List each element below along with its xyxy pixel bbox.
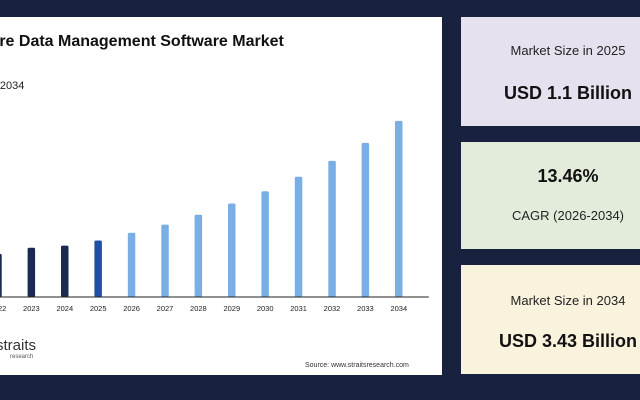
bar-2028 [194, 214, 203, 297]
stat-label: CAGR (2026-2034) [512, 208, 624, 223]
bar-2026 [127, 232, 136, 297]
x-tick-label-2022: 2022 [0, 304, 6, 313]
bar-2024 [61, 245, 69, 297]
brand-sub: research [10, 354, 34, 360]
bar-chart: 2022 2023 2024 2025 2026 2027 2028 2029 2030 2031… [0, 120, 429, 313]
stat-card-cagr: 13.46% CAGR (2026-2034) [461, 142, 640, 249]
bar-2034 [395, 120, 403, 298]
bar-2030 [261, 191, 269, 297]
x-tick-label-2031: 2031 [290, 304, 307, 313]
bar-2022 [0, 253, 2, 297]
stat-card-market-size-2034: Market Size in 2034 USD 3.43 Billion [461, 265, 640, 374]
chart-title: nt-of-Care Data Management Software Mark… [0, 33, 284, 50]
brand-logo: straits research [0, 338, 36, 360]
x-tick-label-2032: 2032 [324, 304, 341, 313]
brand-name: straits [0, 337, 37, 354]
x-tick-label-2029: 2029 [223, 304, 240, 313]
bar-2031 [294, 176, 303, 297]
stat-label: Market Size in 2025 [510, 43, 626, 58]
x-tick-label-2026: 2026 [123, 304, 140, 313]
x-tick-label-2033: 2033 [357, 304, 374, 313]
bar-2033 [361, 142, 370, 297]
bar-2023 [27, 247, 36, 297]
bar-2027 [161, 224, 169, 297]
stat-label: Market Size in 2034 [510, 293, 626, 308]
x-tick-label-2023: 2023 [23, 304, 40, 313]
bar-2032 [328, 160, 336, 297]
chart-subtitle: ast 2026-2034 [0, 80, 25, 92]
stat-value: USD 3.43 Billion [498, 331, 638, 351]
chart-card: nt-of-Care Data Management Software Mark… [0, 17, 442, 375]
stat-card-market-size-2025: Market Size in 2025 USD 1.1 Billion [461, 17, 640, 126]
stat-value: USD 1.1 Billion [503, 83, 633, 103]
x-tick-label-2028: 2028 [190, 304, 207, 313]
x-tick-label-2025: 2025 [90, 304, 107, 313]
x-tick-label-2024: 2024 [56, 304, 73, 313]
bar-2025 [94, 240, 102, 297]
x-tick-label-2027: 2027 [157, 304, 174, 313]
x-tick-label-2030: 2030 [257, 304, 274, 313]
source-note: Source: www.straitsresearch.com [305, 362, 409, 369]
x-tick-label-2034: 2034 [390, 304, 407, 313]
bar-2029 [228, 203, 236, 297]
stat-value: 13.46% [537, 166, 599, 186]
